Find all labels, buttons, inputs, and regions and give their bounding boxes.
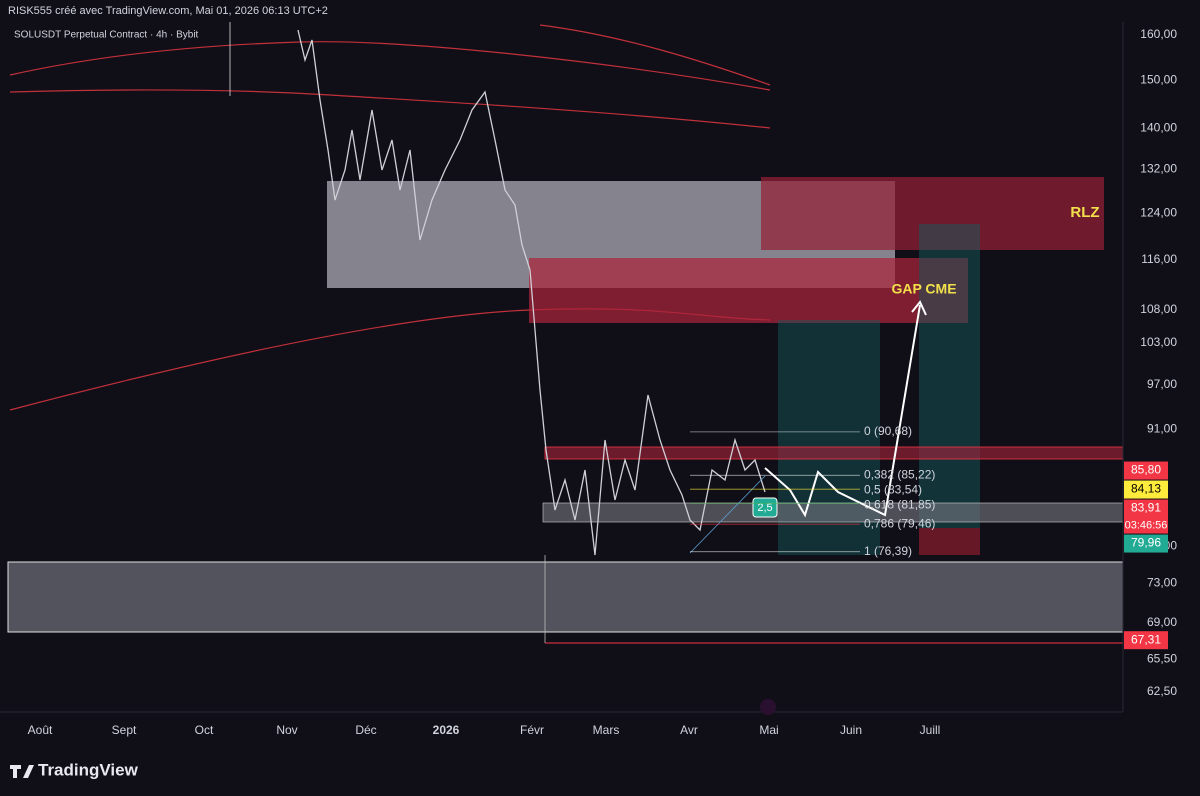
target-zone xyxy=(919,224,980,528)
price-tag xyxy=(1124,461,1168,480)
price-tag-label: 85,80 xyxy=(1131,463,1161,477)
price-tag xyxy=(1124,480,1168,499)
fib-label: 0,786 (79,46) xyxy=(864,516,935,530)
gap-zone xyxy=(529,258,968,323)
price-tag-label: 84,13 xyxy=(1131,482,1161,496)
fib-label: 0,5 (83,54) xyxy=(864,482,922,496)
fib-label: 1 (76,39) xyxy=(864,544,912,558)
price-tick-label: 62,50 xyxy=(1147,684,1177,698)
time-tick-label: Déc xyxy=(355,723,376,737)
time-tick-label: Juill xyxy=(920,723,941,737)
moving-average xyxy=(9,41,771,91)
drawings xyxy=(0,0,1200,715)
fib-label: 0 (90,68) xyxy=(864,424,912,438)
price-tag xyxy=(1124,499,1168,534)
price-tag xyxy=(1124,534,1168,553)
time-tick-label: Mai xyxy=(759,723,778,737)
arrow-head xyxy=(911,300,927,316)
moving-average xyxy=(9,89,771,129)
fib-label: 0,618 (81,85) xyxy=(864,497,935,511)
time-tick-label: Mars xyxy=(593,723,620,737)
time-tick-label: Nov xyxy=(276,723,297,737)
fib-label: 0,382 (85,22) xyxy=(864,467,935,481)
time-tick-label: Août xyxy=(28,723,53,737)
resistance-box xyxy=(544,446,1124,460)
time-tick-label: 2026 xyxy=(433,723,460,737)
price-tick-label: 73,00 xyxy=(1147,576,1177,590)
demand-zone xyxy=(7,561,1124,633)
price-tag-label: 79,96 xyxy=(1131,536,1161,550)
time-tick-label: Juin xyxy=(840,723,862,737)
price-tick-label: 124,00 xyxy=(1140,205,1177,219)
projection-path xyxy=(764,304,921,518)
price-tick-label: 91,00 xyxy=(1147,422,1177,436)
price-tick-label: 140,00 xyxy=(1140,121,1177,135)
price-tick-label: 65,50 xyxy=(1147,651,1177,665)
price-tick-label: 69,00 xyxy=(1147,615,1177,629)
zone-label: RLZ xyxy=(1070,204,1099,221)
brand-logo xyxy=(10,765,34,778)
ratio-badge xyxy=(752,497,778,518)
price-tick-label: 160,00 xyxy=(1140,27,1177,41)
time-tick-label: Oct xyxy=(195,723,214,737)
price-tick-label: 108,00 xyxy=(1140,302,1177,316)
price-axis xyxy=(1123,0,1200,712)
price-tick-label: 116,00 xyxy=(1141,252,1177,266)
gap-label: GAP CME xyxy=(891,281,956,297)
stop-zone xyxy=(919,528,980,555)
price-tag-label: 67,31 xyxy=(1131,632,1161,646)
moving-average xyxy=(539,24,771,86)
time-tick-label: Sept xyxy=(112,723,137,737)
symbol-label: SOLUSDT Perpetual Contract · 4h · Bybit xyxy=(14,30,199,41)
replay-icon[interactable] xyxy=(760,699,776,715)
countdown: 03:46:56 xyxy=(1125,519,1168,531)
range-box xyxy=(542,502,1124,523)
attribution: RISK555 créé avec TradingView.com, Mai 0… xyxy=(8,5,328,17)
price-tag-label: 83,91 xyxy=(1131,501,1161,515)
price-tag xyxy=(1124,631,1168,650)
price-tick-label: 103,00 xyxy=(1140,335,1177,349)
price-tick-label: 132,00 xyxy=(1140,162,1177,176)
price-path xyxy=(297,29,766,556)
ratio-label: 2,5 xyxy=(757,502,772,514)
price-tick-label: 97,00 xyxy=(1147,377,1177,391)
price-tick-label: 150,00 xyxy=(1140,72,1177,86)
time-tick-label: Févr xyxy=(520,723,544,737)
time-tick-label: Avr xyxy=(680,723,698,737)
brand: TradingView xyxy=(38,760,139,779)
